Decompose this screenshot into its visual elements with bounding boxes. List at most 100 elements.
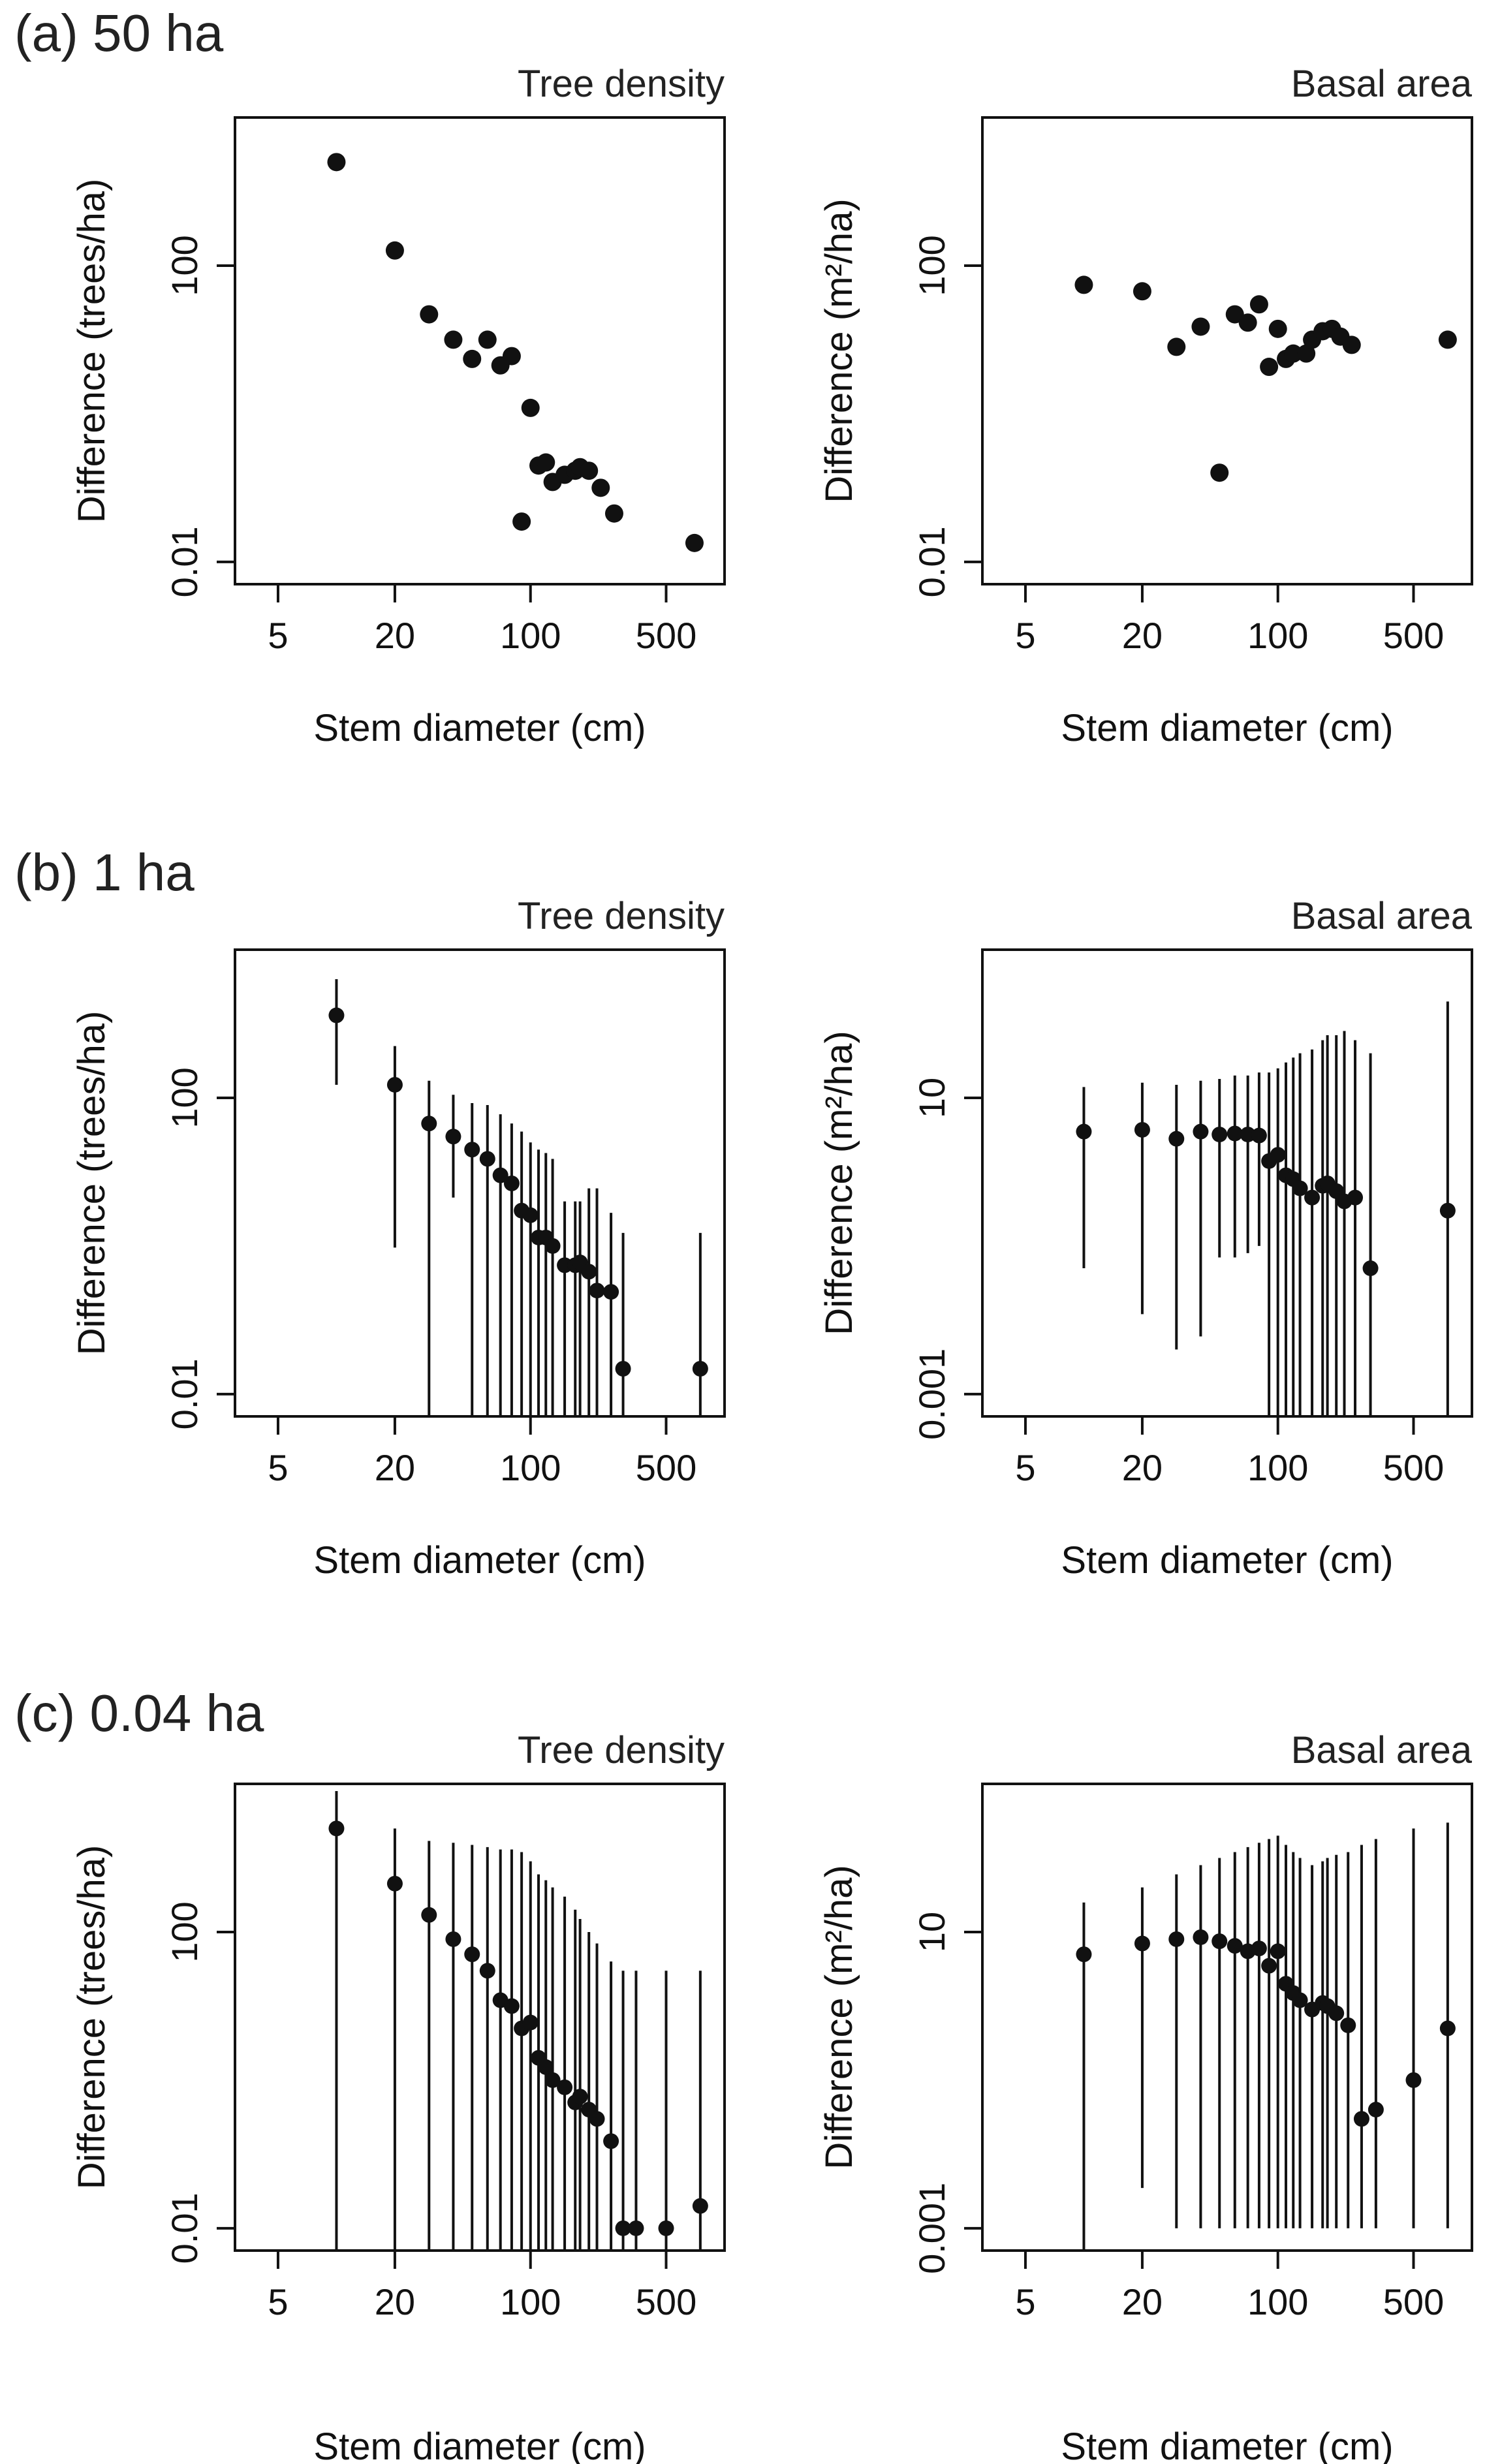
data-point xyxy=(1227,1938,1243,1954)
plot-a-density: Tree density 5 20 100 500 0.01 100 Stem diamete… xyxy=(70,63,726,749)
y-axis-label: Difference (m²/ha) xyxy=(818,1031,860,1335)
data-point xyxy=(1292,1180,1308,1196)
data-point xyxy=(692,1360,708,1377)
plot-title: Basal area xyxy=(1291,63,1473,105)
data-point xyxy=(502,347,521,366)
data-point xyxy=(603,1284,619,1300)
data-point xyxy=(591,478,610,497)
x-tick-label: 5 xyxy=(268,2281,288,2322)
x-tick-label: 500 xyxy=(1383,2281,1444,2322)
data-point xyxy=(1328,2005,1345,2021)
data-point xyxy=(658,2220,674,2236)
x-tick-label: 5 xyxy=(268,1447,288,1488)
y-axis-label: Difference (trees/ha) xyxy=(70,1845,113,2190)
data-point xyxy=(1211,1933,1228,1950)
data-point xyxy=(1439,1202,1456,1219)
x-tick-label: 5 xyxy=(1015,1447,1035,1488)
x-tick-label: 5 xyxy=(1015,2281,1035,2322)
data-point xyxy=(386,1076,403,1093)
data-point xyxy=(464,1946,480,1963)
data-point xyxy=(538,2059,554,2075)
y-tick-label: 0.01 xyxy=(164,2192,205,2264)
data-point xyxy=(1268,319,1287,338)
x-tick-label: 100 xyxy=(500,2281,561,2322)
data-point xyxy=(537,453,555,472)
x-tick-label: 100 xyxy=(1247,2281,1308,2322)
x-tick-label: 100 xyxy=(1247,615,1308,656)
plot-title: Basal area xyxy=(1291,1729,1473,1771)
data-point xyxy=(1260,358,1279,377)
data-point xyxy=(420,305,439,324)
data-point xyxy=(1134,1121,1150,1138)
x-tick-label: 100 xyxy=(500,1447,561,1488)
data-point xyxy=(1227,1125,1243,1142)
x-tick-label: 20 xyxy=(375,2281,415,2322)
data-point xyxy=(1238,313,1257,332)
data-point xyxy=(1249,295,1268,314)
x-tick-label: 500 xyxy=(636,2281,696,2322)
data-point xyxy=(479,1963,495,1979)
data-point xyxy=(1251,1127,1267,1144)
data-point xyxy=(521,398,540,417)
data-point xyxy=(1076,1946,1092,1963)
data-point xyxy=(386,1875,403,1892)
y-axis-label: Difference (trees/ha) xyxy=(70,179,113,523)
data-point xyxy=(1133,282,1151,301)
data-point xyxy=(1225,305,1244,324)
plot-c-density: Tree density 5 20 100 500 0.01 100 Stem diamete… xyxy=(70,1729,726,2464)
data-point xyxy=(1210,463,1229,482)
data-point xyxy=(581,1264,597,1280)
data-point xyxy=(444,330,463,349)
x-tick-label: 500 xyxy=(1383,1447,1444,1488)
x-axis-label: Stem diameter (cm) xyxy=(313,2425,646,2464)
data-point xyxy=(1134,1935,1150,1952)
data-point xyxy=(522,1207,539,1223)
data-point xyxy=(512,512,531,531)
data-point xyxy=(445,1129,461,1145)
y-axis-label: Difference (trees/ha) xyxy=(70,1011,113,1356)
panel-label-c: (c) 0.04 ha xyxy=(14,1684,264,1742)
data-point xyxy=(478,330,497,349)
data-point xyxy=(1074,275,1093,294)
data-point xyxy=(1297,344,1316,363)
data-point xyxy=(522,2014,539,2031)
data-point xyxy=(503,1175,520,1191)
x-axis-label: Stem diameter (cm) xyxy=(1061,1539,1393,1582)
y-tick-label: 100 xyxy=(911,235,952,296)
data-point xyxy=(445,1931,461,1947)
x-tick-label: 20 xyxy=(1122,615,1163,656)
x-tick-label: 5 xyxy=(268,615,288,656)
data-point xyxy=(1304,1189,1321,1206)
data-point xyxy=(1261,1957,1277,1974)
data-point xyxy=(692,2198,708,2214)
data-point xyxy=(1353,2111,1369,2127)
x-tick-label: 100 xyxy=(1247,1447,1308,1488)
plot-frame xyxy=(981,1783,1473,2252)
data-point xyxy=(1270,1147,1286,1163)
data-point xyxy=(1193,1929,1209,1945)
x-axis-label: Stem diameter (cm) xyxy=(313,1539,646,1582)
data-point xyxy=(589,2111,605,2127)
plot-b-density: Tree density 5 20 100 500 0.01 100 Stem diamete… xyxy=(70,895,726,1582)
y-tick-label: 0.001 xyxy=(911,1349,952,1440)
data-point xyxy=(1193,1123,1209,1140)
plot-a-basal: Basal area 5 20 100 500 0.01 100 Stem diameter … xyxy=(818,63,1473,749)
y-tick-label: 100 xyxy=(164,1067,205,1128)
data-point xyxy=(1340,2017,1356,2033)
y-axis-label: Difference (m²/ha) xyxy=(818,1865,860,2169)
y-tick-label: 10 xyxy=(911,1078,952,1118)
data-point xyxy=(385,241,404,260)
x-tick-label: 20 xyxy=(375,615,415,656)
x-tick-label: 500 xyxy=(636,615,696,656)
data-point xyxy=(464,1142,480,1158)
data-point xyxy=(604,504,623,523)
x-axis-label: Stem diameter (cm) xyxy=(1061,707,1393,749)
data-point xyxy=(1439,2020,1456,2036)
data-point xyxy=(589,1283,605,1299)
data-point xyxy=(1347,1189,1364,1206)
plot-title: Tree density xyxy=(518,63,725,105)
data-point xyxy=(572,2089,588,2105)
data-point xyxy=(421,1115,437,1132)
data-point xyxy=(557,2079,573,2095)
plot-frame xyxy=(234,948,726,1418)
